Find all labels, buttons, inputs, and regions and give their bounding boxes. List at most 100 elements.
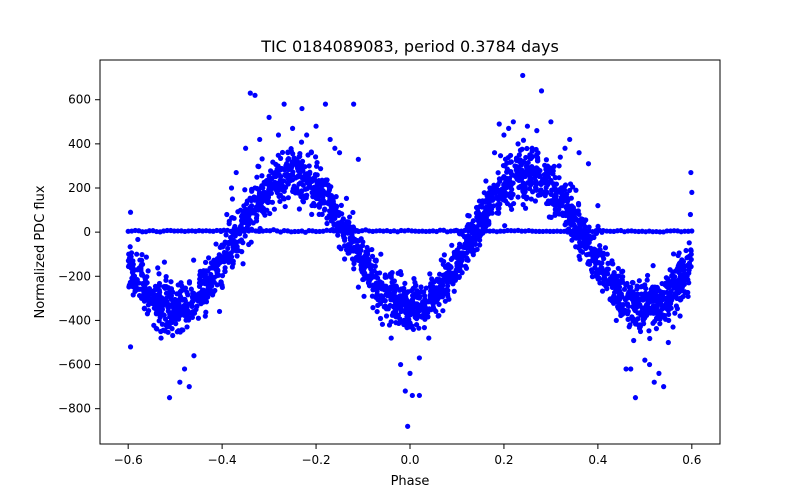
data-point [397, 268, 404, 275]
data-point [330, 198, 336, 204]
data-point [686, 260, 693, 266]
data-point [407, 324, 413, 330]
data-point [682, 289, 688, 295]
data-point [628, 366, 634, 372]
data-point [322, 101, 329, 107]
data-point [650, 320, 656, 326]
data-point [349, 256, 356, 262]
data-point [340, 233, 346, 239]
y-tick-label: −800 [58, 402, 91, 416]
data-point [427, 271, 433, 277]
data-point [535, 156, 541, 162]
data-point [489, 210, 495, 216]
data-point [651, 379, 657, 385]
data-point [645, 297, 652, 304]
plot-frame [99, 59, 721, 445]
data-point [289, 125, 296, 132]
data-point [282, 203, 288, 210]
data-point [689, 189, 695, 196]
data-point [597, 280, 603, 286]
data-point [185, 311, 191, 317]
data-point [638, 309, 644, 315]
data-point [637, 322, 643, 328]
data-point [331, 221, 337, 227]
data-point [508, 159, 514, 165]
data-point [250, 220, 256, 226]
data-point [607, 275, 613, 282]
data-point [677, 313, 683, 319]
data-point [138, 267, 144, 273]
data-point [334, 212, 340, 218]
data-point [407, 320, 413, 326]
data-point [305, 179, 312, 186]
data-point [218, 279, 224, 285]
y-tick-label: −200 [58, 269, 91, 283]
data-point [263, 198, 269, 204]
data-point [189, 301, 195, 307]
data-point [689, 228, 695, 234]
data-point [148, 300, 154, 306]
data-point [397, 319, 403, 325]
data-point [393, 283, 399, 289]
data-point [291, 159, 297, 165]
data-point [366, 263, 372, 269]
data-point [342, 256, 348, 262]
data-point [175, 282, 181, 288]
data-point [364, 244, 370, 251]
data-point [425, 314, 431, 320]
data-point [145, 268, 151, 274]
data-point [421, 293, 428, 299]
data-point [181, 366, 188, 372]
data-point [328, 204, 334, 210]
data-point [542, 162, 548, 168]
data-point [508, 195, 514, 201]
data-point [597, 242, 603, 249]
data-point [327, 136, 333, 143]
data-point [202, 313, 208, 319]
data-point [524, 123, 531, 129]
data-point [252, 185, 258, 191]
data-point [688, 247, 694, 253]
data-point [170, 332, 176, 339]
data-point [576, 150, 582, 156]
data-point [564, 198, 570, 205]
data-point [496, 176, 503, 182]
data-point [168, 279, 174, 285]
data-point [665, 339, 671, 346]
data-point [625, 316, 631, 322]
data-point [297, 180, 304, 186]
data-point [126, 263, 132, 269]
data-point [624, 301, 630, 307]
data-point [537, 188, 543, 194]
data-point [407, 370, 413, 376]
data-point [168, 296, 174, 302]
data-point [538, 181, 544, 187]
data-point [535, 192, 541, 198]
data-point [618, 312, 624, 319]
data-point [257, 136, 263, 143]
y-tick-label: 200 [68, 181, 91, 195]
data-point [130, 258, 136, 264]
data-point [601, 274, 608, 280]
data-point [486, 201, 492, 207]
data-point [595, 203, 601, 209]
data-point [276, 186, 282, 192]
data-point [434, 276, 440, 282]
data-point [469, 224, 475, 230]
data-point [497, 153, 504, 159]
data-point [413, 282, 419, 289]
data-point [426, 335, 432, 341]
data-point [355, 238, 361, 244]
data-point [468, 247, 474, 253]
data-point [132, 278, 138, 284]
data-point [676, 261, 682, 268]
data-point [591, 234, 597, 241]
data-point [444, 291, 451, 297]
data-point [132, 282, 138, 289]
data-point [156, 271, 162, 277]
data-point [556, 163, 562, 169]
data-point [271, 206, 277, 212]
data-point [510, 119, 516, 125]
data-point [616, 284, 623, 290]
data-point [232, 223, 238, 230]
